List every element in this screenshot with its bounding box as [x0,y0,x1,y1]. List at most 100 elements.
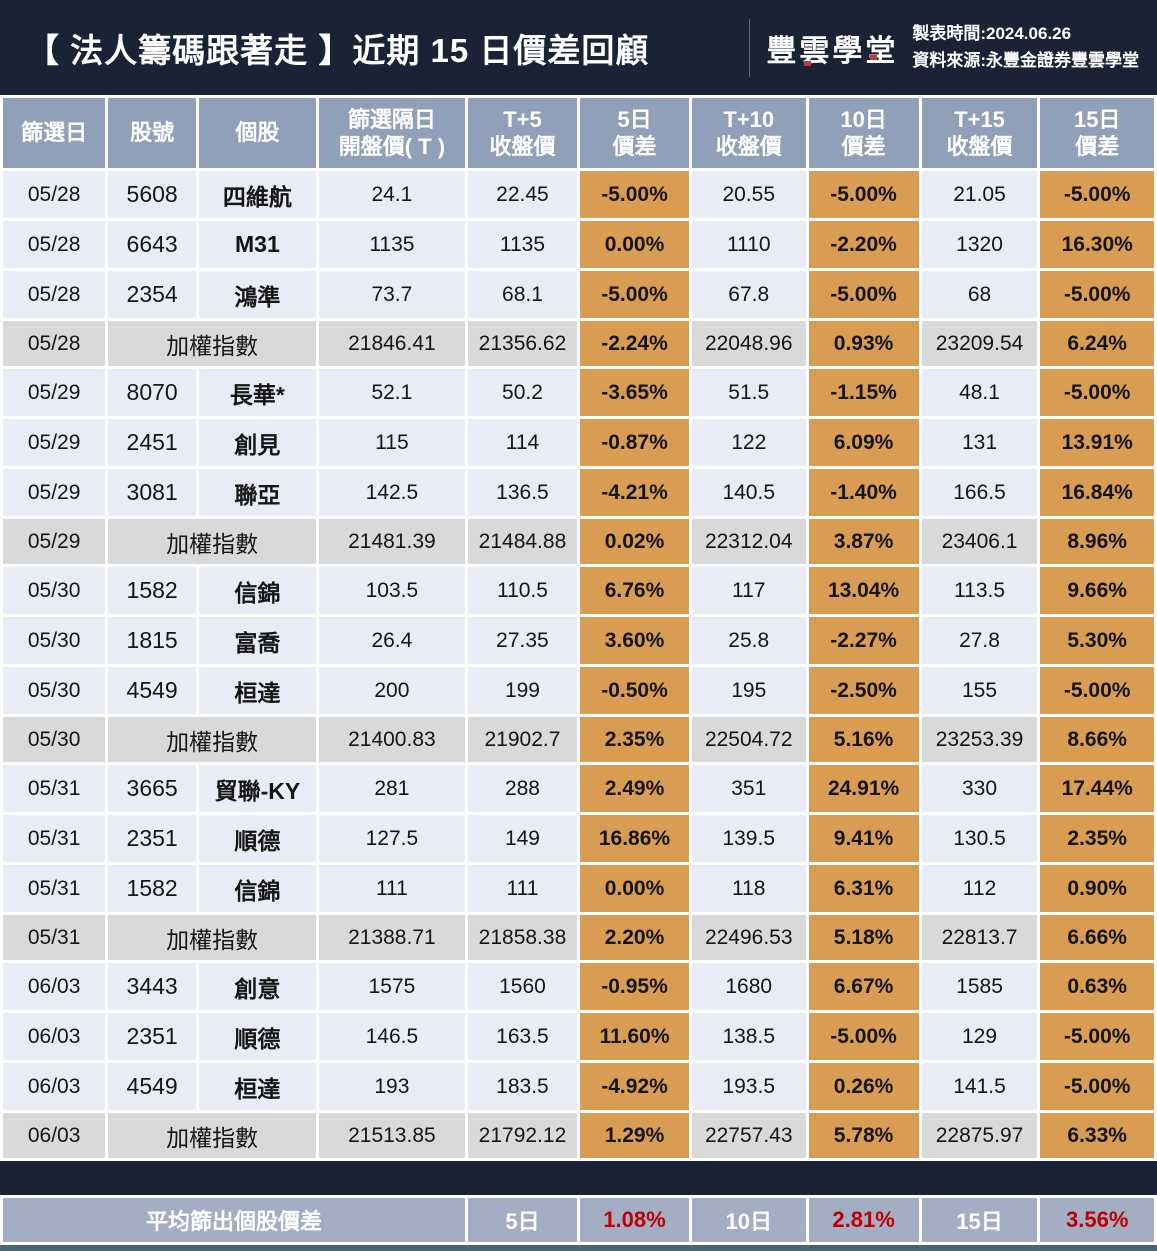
d5-diff-cell: 0.00% [579,221,689,268]
t5-close-cell: 21356.62 [467,321,577,366]
table-row: 05/28 5608 四維航 24.1 22.45 -5.00% 20.55 -5.00% 21… [3,171,1154,218]
t15-close-cell: 129 [921,1013,1038,1060]
stock-code-cell: 5608 [108,171,196,218]
stock-name-cell: 貿聯-KY [198,765,316,812]
d5-diff-cell: 11.60% [579,1013,689,1060]
column-header-line: T+5 [503,106,542,132]
d10-diff-cell: 9.41% [808,815,919,862]
d5-diff-cell: -3.65% [579,369,689,416]
title-bar: 【 法人籌碼跟著走 】近期 15 日價差回顧 豐雲學堂 製表時間:2024.06… [0,0,1157,95]
date-cell: 05/30 [3,717,106,762]
t15-close-cell: 27.8 [921,617,1038,664]
d15-diff-cell: 5.30% [1040,617,1154,664]
price-diff-table: 篩選日 股號 個股 篩選隔日 開盤價( T ) T+5 收盤價 5日 價差 T+10 收盤價 10日價… [0,95,1157,1161]
t15-close-cell: 22813.7 [921,915,1038,960]
d5-diff-cell: 0.00% [579,865,689,912]
date-cell: 05/28 [3,171,106,218]
t15-close-cell: 141.5 [921,1063,1038,1110]
d15-diff-cell: 9.66% [1040,567,1154,614]
open-price-cell: 21846.41 [318,321,465,366]
column-header-1: 股號 [108,98,196,168]
open-price-cell: 142.5 [318,469,465,516]
d5-diff-cell: -0.50% [579,667,689,714]
open-price-cell: 115 [318,419,465,466]
open-price-cell: 24.1 [318,171,465,218]
open-price-cell: 127.5 [318,815,465,862]
stock-name-cell: 信錦 [198,567,316,614]
index-row: 06/03 加權指數 21513.85 21792.12 1.29% 22757.43 5.… [3,1113,1154,1158]
d15-diff-cell: 17.44% [1040,765,1154,812]
date-cell: 05/29 [3,519,106,564]
t5-close-cell: 183.5 [467,1063,577,1110]
d15-diff-cell: 16.84% [1040,469,1154,516]
t5-close-cell: 149 [467,815,577,862]
d15-diff-cell: 13.91% [1040,419,1154,466]
d10-diff-cell: -1.15% [808,369,919,416]
column-header-line: 開盤價( T ) [338,134,446,159]
t10-close-cell: 22757.43 [691,1113,806,1158]
stock-name-cell: 富喬 [198,617,316,664]
open-price-cell: 146.5 [318,1013,465,1060]
column-header-line: 價差 [612,134,657,159]
stock-code-cell: 1582 [108,567,196,614]
date-cell: 06/03 [3,1113,106,1158]
d15-diff-cell: 8.96% [1040,519,1154,564]
d10-diff-cell: 6.31% [808,865,919,912]
stock-code-cell: 2351 [108,1013,196,1060]
t15-close-cell: 23406.1 [921,519,1038,564]
average-label: 平均篩出個股價差 [3,1198,465,1242]
table-row: 05/29 2451 創見 115 114 -0.87% 122 6.09% 131 13.91% [3,419,1154,466]
index-name-cell: 加權指數 [108,717,316,762]
t10-close-cell: 117 [691,567,806,614]
t10-close-cell: 25.8 [691,617,806,664]
d10-diff-cell: 3.87% [808,519,919,564]
d10-diff-cell: -2.27% [808,617,919,664]
stock-code-cell: 4549 [108,1063,196,1110]
bottom-strip [0,1245,1157,1251]
d5-diff-cell: -2.24% [579,321,689,366]
column-header-line: 股號 [130,120,175,146]
t5-close-cell: 110.5 [467,567,577,614]
period-5d-label: 5日 [467,1198,577,1242]
t15-close-cell: 166.5 [921,469,1038,516]
date-cell: 05/29 [3,469,106,516]
date-cell: 05/28 [3,271,106,318]
d10-diff-cell: -1.40% [808,469,919,516]
brand-box: 豐雲學堂 製表時間:2024.06.26 資料來源:永豐金證券豐雲學堂 [749,18,1139,77]
t5-close-cell: 1560 [467,963,577,1010]
open-price-cell: 21388.71 [318,915,465,960]
t10-close-cell: 67.8 [691,271,806,318]
stock-code-cell: 2354 [108,271,196,318]
open-price-cell: 103.5 [318,567,465,614]
average-15d-value: 3.56% [1040,1198,1154,1242]
stock-name-cell: 鴻準 [198,271,316,318]
t5-close-cell: 21902.7 [467,717,577,762]
open-price-cell: 52.1 [318,369,465,416]
date-cell: 05/31 [3,865,106,912]
t5-close-cell: 163.5 [467,1013,577,1060]
t5-close-cell: 21484.88 [467,519,577,564]
d5-diff-cell: 1.29% [579,1113,689,1158]
t5-close-cell: 199 [467,667,577,714]
t10-close-cell: 20.55 [691,171,806,218]
date-cell: 05/29 [3,369,106,416]
table-body: 05/28 5608 四維航 24.1 22.45 -5.00% 20.55 -5.00% 21… [3,171,1154,1158]
stock-name-cell: 信錦 [198,865,316,912]
index-row: 05/28 加權指數 21846.41 21356.62 -2.24% 22048.96 0… [3,321,1154,366]
table-header-row: 篩選日 股號 個股 篩選隔日 開盤價( T ) T+5 收盤價 5日 價差 T+10 收盤價 10日價… [3,98,1154,168]
index-name-cell: 加權指數 [108,519,316,564]
t10-close-cell: 195 [691,667,806,714]
column-header-line: 15日 [1073,106,1121,132]
d10-diff-cell: -5.00% [808,171,919,218]
t10-close-cell: 22504.72 [691,717,806,762]
d10-diff-cell: 0.26% [808,1063,919,1110]
open-price-cell: 193 [318,1063,465,1110]
d10-diff-cell: 13.04% [808,567,919,614]
t5-close-cell: 22.45 [467,171,577,218]
d15-diff-cell: -5.00% [1040,271,1154,318]
d5-diff-cell: 3.60% [579,617,689,664]
logo-accent-icon [804,60,812,66]
table-row: 06/03 3443 創意 1575 1560 -0.95% 1680 6.67% 1585 0.… [3,963,1154,1010]
stock-name-cell: 順德 [198,1013,316,1060]
column-header-6: T+10 收盤價 [691,98,806,168]
